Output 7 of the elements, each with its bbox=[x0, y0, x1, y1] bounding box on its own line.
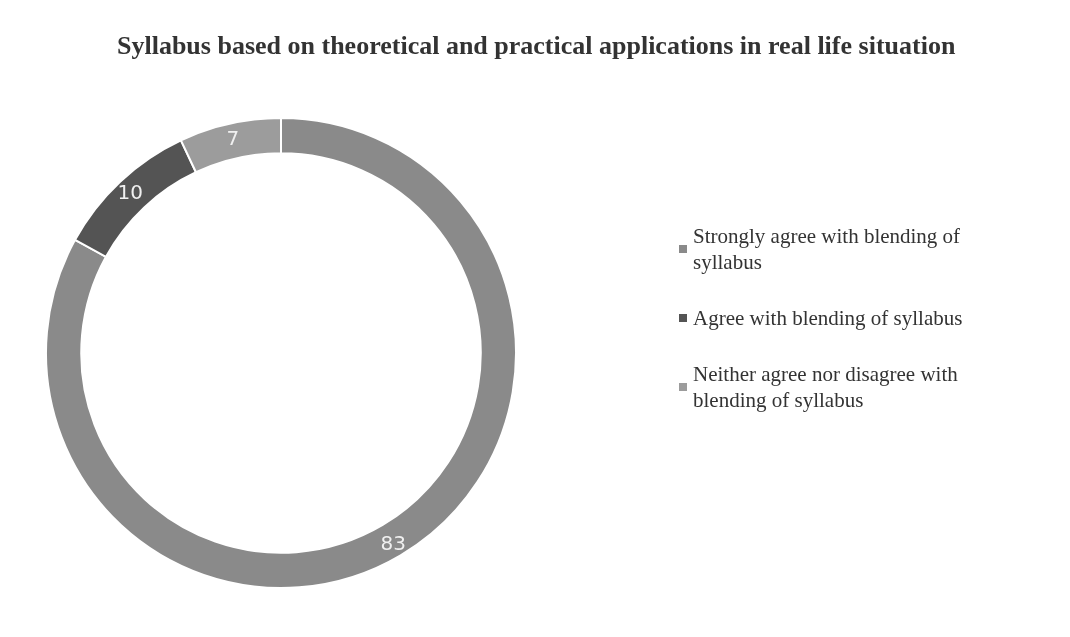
legend-label: Neither agree nor disagree with blending of syllabus bbox=[693, 362, 963, 412]
legend-label: Strongly agree with blending of syllabus bbox=[693, 224, 966, 274]
chart-title: Syllabus based on theoretical and practical applications in real life situation bbox=[117, 30, 956, 60]
legend-label: Agree with blending of syllabus bbox=[693, 306, 963, 330]
data-label: 10 bbox=[117, 180, 143, 205]
data-label: 83 bbox=[380, 530, 406, 555]
data-label: 7 bbox=[226, 125, 240, 150]
